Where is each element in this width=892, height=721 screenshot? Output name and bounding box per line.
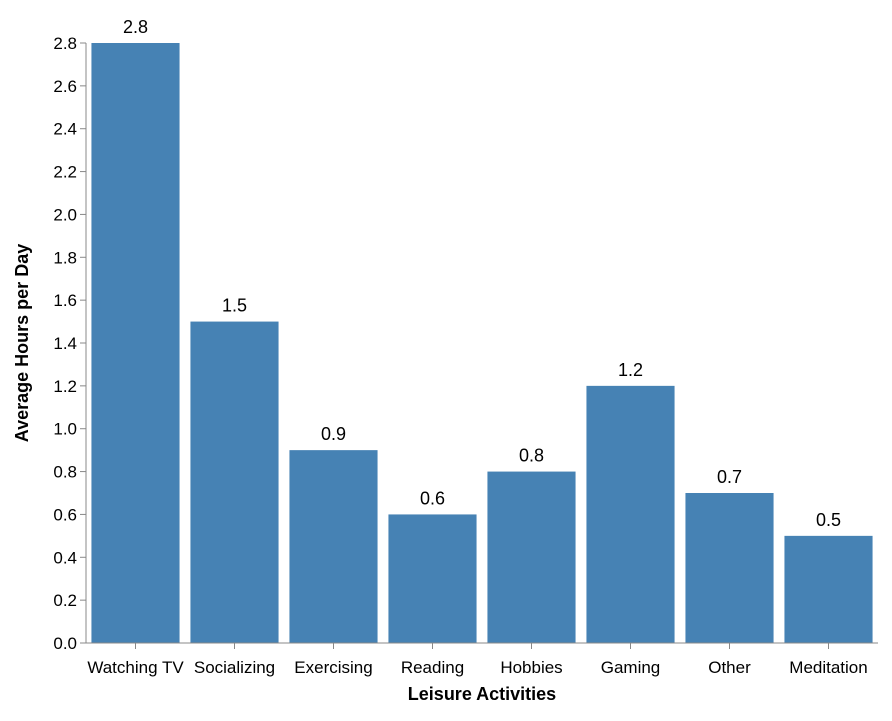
y-tick-label: 2.8 (53, 34, 77, 53)
bar-reading (388, 514, 477, 643)
y-tick-label: 2.6 (53, 77, 77, 96)
x-tick-label: Exercising (294, 658, 372, 677)
x-tick-label: Hobbies (500, 658, 562, 677)
bar-value-label: 0.6 (420, 488, 445, 508)
y-axis: 0.0 0.2 0.4 0.6 0.8 1.0 1.2 1.4 1.6 1.8 2.0 2.2 2.4 2… (53, 34, 87, 653)
y-tick-label: 1.0 (53, 420, 77, 439)
y-tick-label: 0.2 (53, 591, 77, 610)
bar-value-label: 1.5 (222, 296, 247, 316)
bar-value-label: 0.9 (321, 424, 346, 444)
y-tick-label: 0.6 (53, 505, 77, 524)
y-tick-label: 0.4 (53, 548, 77, 567)
bars-group (91, 43, 873, 643)
x-tick-label: Gaming (601, 658, 661, 677)
y-tick-label: 1.4 (53, 334, 77, 353)
y-tick-label: 1.8 (53, 248, 77, 267)
bar-value-label: 0.8 (519, 446, 544, 466)
bar-value-label: 2.8 (123, 17, 148, 37)
y-axis-title: Average Hours per Day (12, 244, 32, 442)
bar-value-label: 0.5 (816, 510, 841, 530)
bar-labels-group: 2.8 1.5 0.9 0.6 0.8 1.2 0.7 0.5 (123, 17, 841, 530)
bar-exercising (289, 450, 378, 643)
y-tick-label: 2.0 (53, 205, 77, 224)
x-tick-label: Watching TV (87, 658, 184, 677)
x-axis: Watching TV Socializing Exercising Reading H… (86, 642, 878, 677)
y-tick-label: 1.6 (53, 291, 77, 310)
x-tick-label: Meditation (789, 658, 867, 677)
bar-other (685, 493, 774, 643)
x-tick-label: Other (708, 658, 751, 677)
y-tick-label: 2.4 (53, 120, 77, 139)
bar-value-label: 1.2 (618, 360, 643, 380)
x-axis-title: Leisure Activities (408, 684, 556, 704)
x-tick-label: Socializing (194, 658, 275, 677)
x-tick-label: Reading (401, 658, 464, 677)
bar-meditation (784, 535, 873, 643)
y-tick-label: 0.8 (53, 463, 77, 482)
bar-value-label: 0.7 (717, 467, 742, 487)
bar-socializing (190, 321, 279, 643)
y-tick-label: 1.2 (53, 377, 77, 396)
bar-gaming (586, 385, 675, 643)
y-tick-label: 2.2 (53, 163, 77, 182)
bar-watching-tv (91, 43, 180, 643)
y-tick-label: 0.0 (53, 634, 77, 653)
bar-hobbies (487, 471, 576, 643)
